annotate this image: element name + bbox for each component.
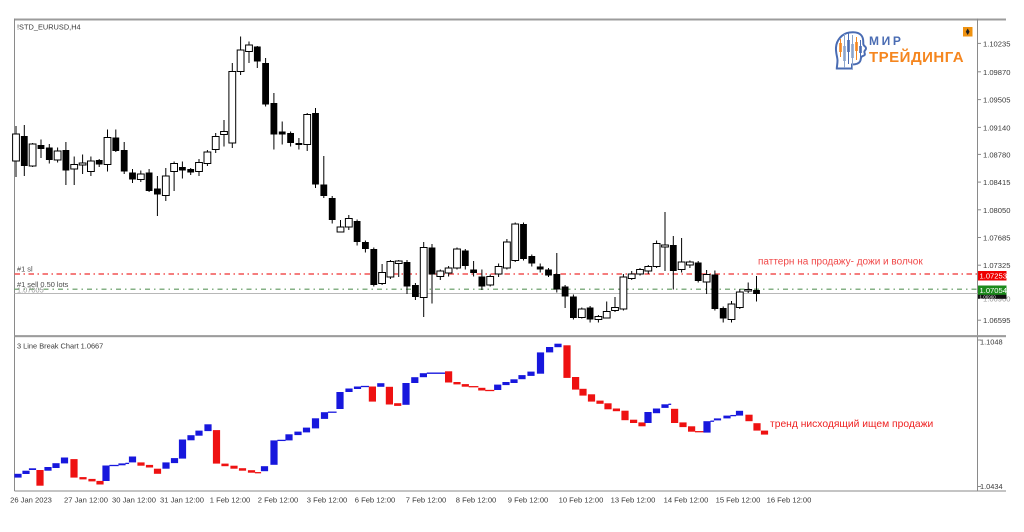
svg-text:1.08050: 1.08050: [983, 206, 1010, 215]
svg-text:1.06960: 1.06960: [983, 295, 1010, 304]
svg-text:13 Feb 12:00: 13 Feb 12:00: [611, 496, 656, 505]
svg-text:30 Jan 12:00: 30 Jan 12:00: [112, 496, 156, 505]
svg-text:1.07685: 1.07685: [983, 234, 1010, 243]
svg-text:#1 sl: #1 sl: [17, 265, 33, 274]
svg-text:1.07253: 1.07253: [980, 272, 1007, 281]
svg-text:3 Feb 12:00: 3 Feb 12:00: [307, 496, 348, 505]
svg-text:16 Feb 12:00: 16 Feb 12:00: [767, 496, 812, 505]
svg-text:1.06960: 1.06960: [980, 295, 997, 300]
svg-text:7 Feb 12:00: 7 Feb 12:00: [406, 496, 447, 505]
svg-text:3 Line Break Chart 1.0667: 3 Line Break Chart 1.0667: [17, 342, 103, 351]
svg-text:1.10235: 1.10235: [983, 39, 1010, 48]
svg-text:!STD_EURUSD,H4: !STD_EURUSD,H4: [17, 23, 81, 32]
svg-text:1.09140: 1.09140: [983, 123, 1010, 132]
svg-text:ТРЕЙДИНГА: ТРЕЙДИНГА: [869, 48, 964, 66]
svg-text:1.09870: 1.09870: [983, 68, 1010, 77]
svg-text:6 Feb 12:00: 6 Feb 12:00: [355, 496, 396, 505]
svg-text:9 Feb 12:00: 9 Feb 12:00: [508, 496, 549, 505]
svg-text:27 Jan 12:00: 27 Jan 12:00: [64, 496, 108, 505]
svg-text:1.08415: 1.08415: [983, 178, 1010, 187]
svg-text:1.1048: 1.1048: [980, 338, 1003, 347]
svg-text:1 Feb 12:00: 1 Feb 12:00: [210, 496, 251, 505]
svg-text:15 Feb 12:00: 15 Feb 12:00: [716, 496, 761, 505]
svg-text:1.06595: 1.06595: [983, 316, 1010, 325]
svg-text:МИР: МИР: [869, 34, 903, 48]
svg-text:1.08780: 1.08780: [983, 150, 1010, 159]
svg-text:31 Jan 12:00: 31 Jan 12:00: [160, 496, 204, 505]
svg-text:8 Feb 12:00: 8 Feb 12:00: [456, 496, 497, 505]
svg-text:1.0434: 1.0434: [980, 482, 1003, 491]
svg-text:тренд нисходящий ищем продажи: тренд нисходящий ищем продажи: [770, 419, 933, 430]
svg-text:#1 sell 0.50 lots: #1 sell 0.50 lots: [17, 280, 69, 289]
svg-text:1.07054: 1.07054: [980, 286, 1007, 295]
svg-text:паттерн на продажу- дожи и вол: паттерн на продажу- дожи и волчок: [758, 257, 923, 268]
svg-text:1.07005: 1.07005: [17, 286, 44, 295]
svg-text:10 Feb 12:00: 10 Feb 12:00: [559, 496, 604, 505]
svg-text:2 Feb 12:00: 2 Feb 12:00: [258, 496, 299, 505]
svg-text:1.09505: 1.09505: [983, 96, 1010, 105]
svg-text:1.07325: 1.07325: [983, 261, 1010, 270]
svg-text:26 Jan 2023: 26 Jan 2023: [10, 496, 52, 505]
svg-text:14 Feb 12:00: 14 Feb 12:00: [664, 496, 709, 505]
